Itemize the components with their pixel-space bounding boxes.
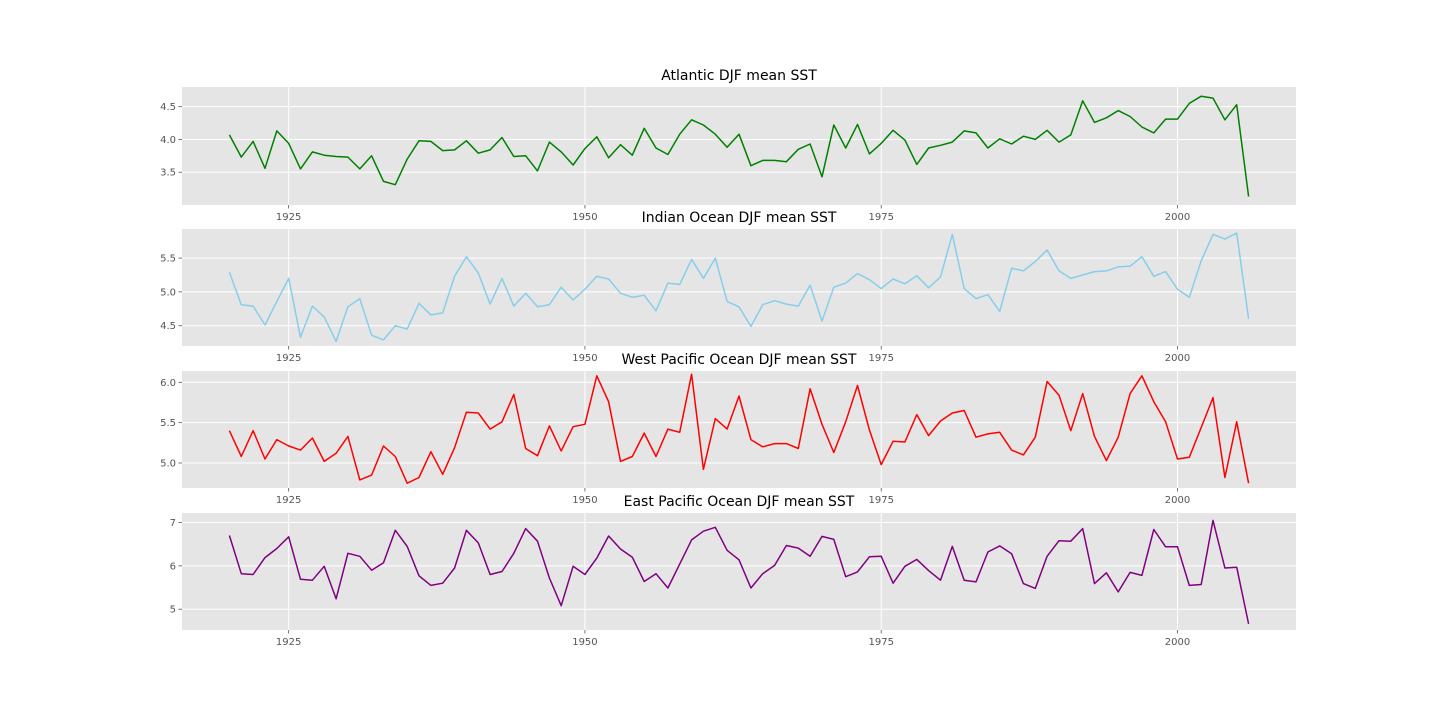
y-tick-label: 5.0 bbox=[160, 287, 176, 298]
series-line bbox=[228, 373, 1250, 484]
x-tick-label: 2000 bbox=[1165, 637, 1190, 648]
x-tick-label: 1950 bbox=[572, 637, 597, 648]
panel-4: 1925 1950 1975 2000 5 6 7 East Pacific Ocean DJ… bbox=[170, 494, 1296, 648]
panel-title: West Pacific Ocean DJF mean SST bbox=[622, 352, 857, 368]
x-tick-label: 1950 bbox=[572, 212, 597, 223]
x-tick-label: 1975 bbox=[868, 212, 893, 223]
x-tick-label: 1925 bbox=[276, 637, 301, 648]
x-tick-label: 1925 bbox=[276, 495, 301, 506]
x-tick-label: 1925 bbox=[276, 212, 301, 223]
y-tick-label: 4.5 bbox=[160, 321, 176, 332]
plot-background bbox=[182, 513, 1296, 630]
y-tick-label: 7 bbox=[170, 518, 176, 529]
y-tick-label: 5.5 bbox=[160, 418, 176, 429]
x-tick-label: 2000 bbox=[1165, 495, 1190, 506]
y-tick-label: 5.5 bbox=[160, 254, 176, 265]
y-tick-label: 4.5 bbox=[160, 102, 176, 113]
x-tick-label: 1975 bbox=[868, 495, 893, 506]
panel-1: 1925 1950 1975 2000 3.5 4.0 4.5 Atlantic DJF me… bbox=[160, 68, 1296, 223]
y-tick-label: 3.5 bbox=[160, 168, 176, 179]
panel-2: 1925 1950 1975 2000 4.5 5.0 5.5 Indian Ocean DJ… bbox=[160, 210, 1296, 364]
x-tick-label: 1950 bbox=[572, 353, 597, 364]
y-tick-label: 5.0 bbox=[160, 458, 176, 469]
series-line bbox=[228, 519, 1250, 625]
panel-title: Atlantic DJF mean SST bbox=[661, 68, 817, 84]
plot-background bbox=[182, 229, 1296, 346]
panel-title: East Pacific Ocean DJF mean SST bbox=[624, 494, 855, 510]
series-line bbox=[228, 232, 1250, 343]
x-tick-label: 2000 bbox=[1165, 212, 1190, 223]
x-tick-label: 2000 bbox=[1165, 353, 1190, 364]
x-tick-label: 1925 bbox=[276, 353, 301, 364]
y-tick-label: 5 bbox=[170, 605, 176, 616]
plot-background bbox=[182, 371, 1296, 488]
y-tick-label: 6 bbox=[170, 561, 176, 572]
x-tick-label: 1975 bbox=[868, 637, 893, 648]
x-tick-label: 1950 bbox=[572, 495, 597, 506]
panel-title: Indian Ocean DJF mean SST bbox=[642, 210, 837, 226]
x-tick-label: 1975 bbox=[868, 353, 893, 364]
panel-3: 1925 1950 1975 2000 5.0 5.5 6.0 West Pacific Oc… bbox=[160, 352, 1296, 506]
series-line bbox=[228, 95, 1250, 197]
y-tick-label: 4.0 bbox=[160, 135, 176, 146]
y-tick-label: 6.0 bbox=[160, 378, 176, 389]
plot-background bbox=[182, 87, 1296, 205]
